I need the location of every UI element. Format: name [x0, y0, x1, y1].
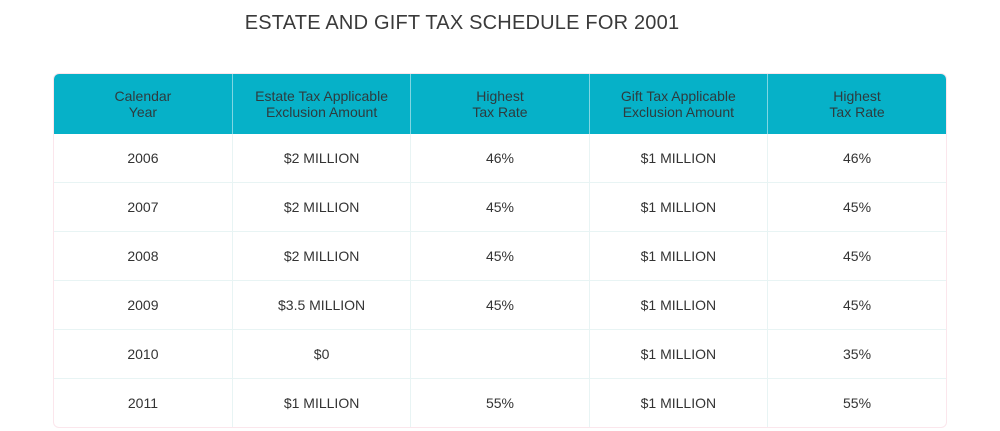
cell-estate-highest-rate: 45% — [410, 182, 590, 232]
table-row: 2011 $1 MILLION 55% $1 MILLION 55% — [54, 378, 946, 427]
cell-gift-exclusion: $1 MILLION — [589, 134, 769, 183]
cell-gift-highest-rate: 55% — [767, 378, 946, 427]
cell-estate-exclusion: $3.5 MILLION — [232, 280, 412, 330]
cell-calendar-year: 2010 — [54, 329, 233, 379]
cell-estate-highest-rate: 45% — [410, 231, 590, 281]
page-title: ESTATE AND GIFT TAX SCHEDULE FOR 2001 — [244, 12, 680, 34]
cell-gift-highest-rate: 45% — [767, 231, 946, 281]
cell-estate-highest-rate: 55% — [410, 378, 590, 427]
cell-gift-exclusion: $1 MILLION — [589, 182, 769, 232]
table-row: 2009 $3.5 MILLION 45% $1 MILLION 45% — [54, 280, 946, 330]
table-row: 2007 $2 MILLION 45% $1 MILLION 45% — [54, 182, 946, 232]
header-line: Highest — [476, 88, 524, 104]
cell-gift-exclusion: $1 MILLION — [589, 378, 769, 427]
column-header-gift-exclusion: Gift Tax Applicable Exclusion Amount — [589, 74, 769, 134]
table-row: 2006 $2 MILLION 46% $1 MILLION 46% — [54, 134, 946, 183]
header-line: Tax Rate — [472, 104, 528, 120]
header-line: Gift Tax Applicable — [620, 88, 736, 104]
column-header-calendar-year: Calendar Year — [54, 74, 233, 134]
table-body: 2006 $2 MILLION 46% $1 MILLION 46% 2007 $2 MIL… — [54, 134, 946, 427]
cell-estate-exclusion: $2 MILLION — [232, 182, 412, 232]
table-header-row: Calendar Year Estate Tax Applicable Exclusi… — [54, 74, 946, 134]
cell-estate-highest-rate: 45% — [410, 280, 590, 330]
cell-estate-highest-rate — [410, 329, 590, 379]
cell-gift-highest-rate: 46% — [843, 150, 872, 166]
header-line: Estate Tax Applicable — [255, 88, 388, 104]
column-header-estate-highest-rate: Highest Tax Rate — [410, 74, 590, 134]
header-line: Year — [128, 104, 158, 120]
cell-gift-exclusion: $1 MILLION — [589, 231, 769, 281]
cell-estate-exclusion: $2 MILLION — [232, 134, 412, 183]
table-row: 2008 $2 MILLION 45% $1 MILLION 45% — [54, 231, 946, 281]
cell-gift-highest-rate: 45% — [767, 280, 946, 330]
cell-gift-highest-rate: 45% — [767, 182, 946, 232]
cell-calendar-year: 2006 — [54, 134, 233, 183]
header-line: Tax Rate — [829, 104, 885, 120]
cell-estate-exclusion: $1 MILLION — [232, 378, 412, 427]
tax-schedule-table: Calendar Year Estate Tax Applicable Exclusi… — [53, 73, 947, 428]
cell-estate-highest-rate: 46% — [410, 134, 590, 183]
cell-estate-exclusion: $2 MILLION — [232, 231, 412, 281]
cell-calendar-year: 2011 — [54, 378, 233, 427]
cell-calendar-year: 2007 — [54, 182, 233, 232]
column-header-gift-highest-rate: Highest Tax Rate — [767, 74, 946, 134]
cell-calendar-year: 2008 — [54, 231, 233, 281]
table-row: 2010 $0 $1 MILLION 35% — [54, 329, 946, 379]
cell-estate-exclusion: $0 — [232, 329, 412, 379]
header-line: Highest — [833, 88, 881, 104]
cell-calendar-year: 2009 — [54, 280, 233, 330]
header-line: Exclusion Amount — [265, 104, 378, 120]
cell-gift-exclusion: $1 MILLION — [589, 329, 769, 379]
header-line: Exclusion Amount — [622, 104, 735, 120]
column-header-estate-exclusion: Estate Tax Applicable Exclusion Amount — [232, 74, 412, 134]
cell-gift-exclusion: $1 MILLION — [589, 280, 769, 330]
cell-gift-highest-rate: 35% — [767, 329, 946, 379]
header-line: Calendar — [114, 88, 172, 104]
